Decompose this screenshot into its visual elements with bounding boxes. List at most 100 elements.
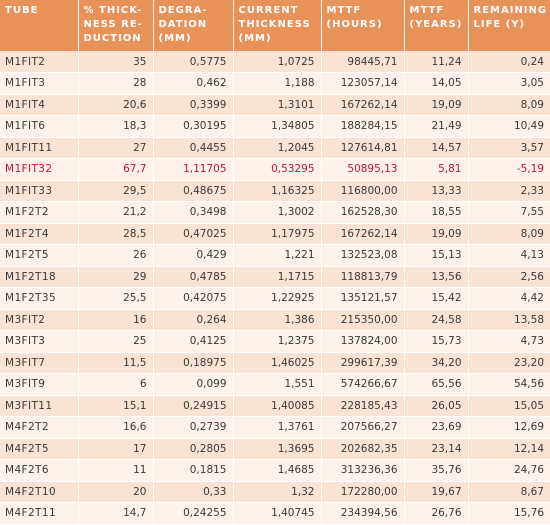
cell-mttf-years: 11,24 (404, 51, 469, 73)
cell-mttf-years: 18,55 (404, 201, 469, 224)
table-row: M3FIT9 6 0,099 1,551 574266,67 65,56 54,56 (0, 373, 550, 396)
cell-degradation: 0,48675 (153, 180, 234, 202)
header-line: DEGRA- (158, 5, 208, 16)
cell-current-thickness: 1,46025 (233, 352, 322, 374)
cell-mttf-hours: 167262,14 (321, 94, 405, 116)
cell-remaining-life: 3,57 (468, 137, 550, 159)
cell-thickness-reduction: 6 (78, 373, 154, 396)
cell-remaining-life: 8,67 (468, 481, 550, 503)
cell-mttf-years: 19,09 (404, 94, 469, 116)
cell-degradation: 0,429 (153, 244, 234, 267)
cell-thickness-reduction: 11 (78, 459, 154, 482)
cell-current-thickness: 1,2045 (233, 137, 322, 159)
cell-thickness-reduction: 17 (78, 438, 154, 460)
cell-tube: M4F2T6 (0, 459, 79, 482)
cell-mttf-hours: 188284,15 (321, 115, 405, 138)
table-row: M4F2T6 11 0,1815 1,4685 313236,36 35,76 24,76 (0, 459, 550, 482)
cell-mttf-years: 35,76 (404, 459, 469, 482)
cell-current-thickness: 0,53295 (233, 158, 322, 181)
cell-mttf-hours: 215350,00 (321, 309, 405, 331)
cell-mttf-hours: 50895,13 (321, 158, 405, 181)
cell-degradation: 0,462 (153, 72, 234, 95)
cell-thickness-reduction: 29 (78, 266, 154, 288)
table-row: M1F2T4 28,5 0,47025 1,17975 167262,14 19,09 8,… (0, 223, 550, 245)
cell-remaining-life: 4,42 (468, 287, 550, 310)
cell-tube: M1FIT11 (0, 137, 79, 159)
cell-remaining-life: 24,76 (468, 459, 550, 482)
cell-mttf-hours: 162528,30 (321, 201, 405, 224)
cell-mttf-years: 24,58 (404, 309, 469, 331)
cell-degradation: 0,30195 (153, 115, 234, 138)
header-line: DATION (158, 19, 208, 30)
cell-mttf-years: 65,56 (404, 373, 469, 396)
header-line: DUCTION (83, 33, 142, 44)
table-header: TUBE % THICK- NESS RE- DUCTION DEGRA- DATIO… (0, 0, 550, 51)
cell-mttf-hours: 137824,00 (321, 330, 405, 353)
cell-thickness-reduction: 15,1 (78, 395, 154, 417)
cell-remaining-life: 3,05 (468, 72, 550, 95)
cell-mttf-hours: 172280,00 (321, 481, 405, 503)
cell-thickness-reduction: 20 (78, 481, 154, 503)
cell-current-thickness: 1,0725 (233, 51, 322, 73)
cell-tube: M1FIT3 (0, 72, 79, 95)
cell-mttf-years: 15,42 (404, 287, 469, 310)
cell-mttf-hours: 116800,00 (321, 180, 405, 202)
cell-thickness-reduction: 25 (78, 330, 154, 353)
cell-tube: M1F2T4 (0, 223, 79, 245)
table-row: M1FIT4 20,6 0,3399 1,3101 167262,14 19,09 8,09 (0, 94, 550, 116)
cell-remaining-life: -5,19 (468, 158, 550, 181)
cell-degradation: 1,11705 (153, 158, 234, 181)
cell-mttf-hours: 228185,43 (321, 395, 405, 417)
table-row: M4F2T2 16,6 0,2739 1,3761 207566,27 23,69 12,6… (0, 416, 550, 439)
cell-current-thickness: 1,17975 (233, 223, 322, 245)
cell-mttf-hours: 202682,35 (321, 438, 405, 460)
cell-tube: M3FIT3 (0, 330, 79, 353)
header-remaining-life: REMAINING LIFE (Y) (468, 0, 550, 51)
cell-thickness-reduction: 16 (78, 309, 154, 331)
cell-current-thickness: 1,40745 (233, 502, 322, 525)
cell-current-thickness: 1,3761 (233, 416, 322, 439)
cell-mttf-years: 23,14 (404, 438, 469, 460)
cell-tube: M1FIT4 (0, 94, 79, 116)
cell-tube: M1F2T35 (0, 287, 79, 310)
cell-tube: M1F2T5 (0, 244, 79, 267)
header-tube: TUBE (0, 0, 79, 51)
cell-mttf-hours: 135121,57 (321, 287, 405, 310)
table-row: M1F2T2 21,2 0,3498 1,3002 162528,30 18,55 7,55 (0, 201, 550, 224)
cell-current-thickness: 1,551 (233, 373, 322, 396)
cell-remaining-life: 7,55 (468, 201, 550, 224)
cell-remaining-life: 12,14 (468, 438, 550, 460)
cell-current-thickness: 1,32 (233, 481, 322, 503)
table-row: M1FIT2 35 0,5775 1,0725 98445,71 11,24 0,24 (0, 51, 550, 73)
header-mttf-years: MTTF (YEARS) (404, 0, 469, 51)
table-row: M4F2T5 17 0,2805 1,3695 202682,35 23,14 12,14 (0, 438, 550, 460)
header-line: NESS RE- (83, 19, 143, 30)
cell-remaining-life: 4,13 (468, 244, 550, 267)
table-row: M1FIT32 67,7 1,11705 0,53295 50895,13 5,81 -5,… (0, 158, 550, 181)
cell-current-thickness: 1,1715 (233, 266, 322, 288)
cell-degradation: 0,3498 (153, 201, 234, 224)
cell-mttf-hours: 98445,71 (321, 51, 405, 73)
header-line: % THICK- (83, 5, 143, 16)
header-line: (MM) (238, 33, 272, 44)
cell-degradation: 0,4125 (153, 330, 234, 353)
cell-mttf-years: 26,76 (404, 502, 469, 525)
cell-tube: M1F2T2 (0, 201, 79, 224)
cell-degradation: 0,42075 (153, 287, 234, 310)
cell-remaining-life: 8,09 (468, 94, 550, 116)
cell-thickness-reduction: 67,7 (78, 158, 154, 181)
cell-mttf-hours: 234394,56 (321, 502, 405, 525)
cell-remaining-life: 2,56 (468, 266, 550, 288)
table-row: M1FIT6 18,3 0,30195 1,34805 188284,15 21,49 10… (0, 115, 550, 138)
cell-thickness-reduction: 35 (78, 51, 154, 73)
table-row: M3FIT7 11,5 0,18975 1,46025 299617,39 34,20 23… (0, 352, 550, 374)
cell-thickness-reduction: 27 (78, 137, 154, 159)
cell-mttf-years: 13,56 (404, 266, 469, 288)
cell-remaining-life: 8,09 (468, 223, 550, 245)
cell-remaining-life: 2,33 (468, 180, 550, 202)
cell-degradation: 0,33 (153, 481, 234, 503)
cell-tube: M3FIT11 (0, 395, 79, 417)
cell-tube: M4F2T10 (0, 481, 79, 503)
header-line: (HOURS) (326, 19, 383, 30)
header-degradation: DEGRA- DATION (MM) (153, 0, 234, 51)
